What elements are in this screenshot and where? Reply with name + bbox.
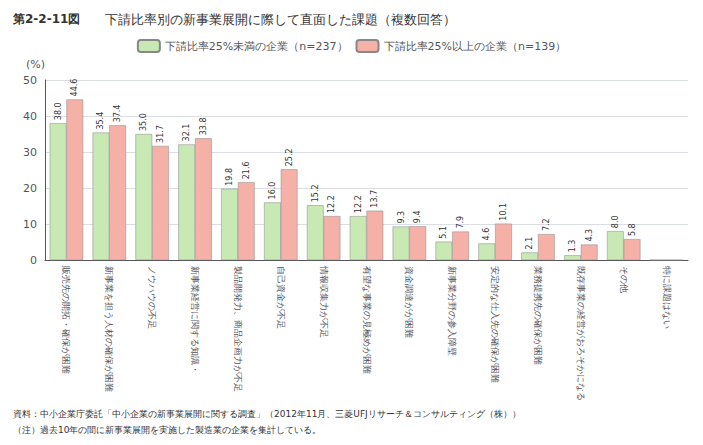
svg-text:その他: その他 <box>619 266 629 293</box>
svg-text:ノウハウの不足: ノウハウの不足 <box>147 266 157 329</box>
svg-text:19.8: 19.8 <box>225 168 234 186</box>
svg-text:32.1: 32.1 <box>182 124 191 142</box>
svg-text:33.8: 33.8 <box>199 118 208 136</box>
svg-text:35.0: 35.0 <box>139 113 148 131</box>
svg-text:新事業分野の参入障壁: 新事業分野の参入障壁 <box>447 266 457 356</box>
svg-text:9.4: 9.4 <box>413 210 422 223</box>
svg-text:第2-2-11図: 第2-2-11図 <box>12 12 80 26</box>
svg-text:37.4: 37.4 <box>113 105 122 123</box>
svg-text:資金調達がが困難: 資金調達がが困難 <box>404 266 414 338</box>
svg-text:13.7: 13.7 <box>370 190 379 208</box>
svg-text:新事業経営に関する知識・: 新事業経営に関する知識・ <box>190 266 200 374</box>
svg-text:(%): (%) <box>26 58 45 71</box>
svg-text:製品開発力、商品企画力が不足: 製品開発力、商品企画力が不足 <box>233 266 243 392</box>
svg-text:7.9: 7.9 <box>456 216 465 229</box>
svg-text:15.2: 15.2 <box>311 184 320 202</box>
svg-text:9.3: 9.3 <box>397 211 406 224</box>
svg-text:25.2: 25.2 <box>285 148 294 166</box>
svg-text:16.0: 16.0 <box>268 182 277 200</box>
svg-text:安定的な仕入先の確保が困難: 安定的な仕入先の確保が困難 <box>490 266 500 383</box>
svg-text:既存事業の経営がおろそかになる: 既存事業の経営がおろそかになる <box>576 266 586 401</box>
svg-text:自己資金が不足: 自己資金が不足 <box>276 266 286 329</box>
svg-text:下請比率25%未満の企業（n=237）: 下請比率25%未満の企業（n=237） <box>165 40 348 53</box>
svg-text:44.6: 44.6 <box>70 79 79 97</box>
svg-text:31.7: 31.7 <box>156 125 165 143</box>
svg-text:業務提携先の確保が困難: 業務提携先の確保が困難 <box>533 266 543 365</box>
svg-text:下請比率別の新事業展開に際して直面した課題（複数回答）: 下請比率別の新事業展開に際して直面した課題（複数回答） <box>105 12 456 27</box>
svg-text:21.6: 21.6 <box>242 161 251 179</box>
svg-text:販売先の開拓・確保が困難: 販売先の開拓・確保が困難 <box>61 266 71 374</box>
svg-text:30: 30 <box>23 146 37 159</box>
svg-text:5.1: 5.1 <box>439 226 448 239</box>
svg-text:情報収集力が不足: 情報収集力が不足 <box>319 265 329 338</box>
svg-text:新事業を担う人材の確保が困難: 新事業を担う人材の確保が困難 <box>104 266 114 392</box>
svg-text:4.6: 4.6 <box>482 228 491 241</box>
svg-text:12.2: 12.2 <box>327 195 336 213</box>
svg-text:12.2: 12.2 <box>354 195 363 213</box>
svg-text:20: 20 <box>23 182 37 195</box>
svg-text:5.8: 5.8 <box>628 223 637 236</box>
svg-text:2.1: 2.1 <box>525 237 534 250</box>
svg-text:10: 10 <box>23 218 37 231</box>
svg-text:資料：中小企業庁委託「中小企業の新事業展開に関する調査」（2: 資料：中小企業庁委託「中小企業の新事業展開に関する調査」（2012年11月、三菱… <box>13 409 521 419</box>
svg-text:7.2: 7.2 <box>542 218 551 231</box>
svg-text:50: 50 <box>23 74 37 87</box>
svg-text:10.1: 10.1 <box>499 203 508 221</box>
svg-text:特に課題はない: 特に課題はない <box>662 266 672 329</box>
svg-text:8.0: 8.0 <box>611 215 620 228</box>
svg-text:0: 0 <box>30 254 37 267</box>
svg-text:1.3: 1.3 <box>568 240 577 253</box>
svg-text:（注）過去10年の間に新事業展開を実施した製造業の企業を集計: （注）過去10年の間に新事業展開を実施した製造業の企業を集計している。 <box>13 425 321 435</box>
svg-text:40: 40 <box>23 110 37 123</box>
svg-text:下請比率25%以上の企業（n=139）: 下請比率25%以上の企業（n=139） <box>384 40 567 53</box>
svg-text:35.4: 35.4 <box>96 112 105 130</box>
svg-text:4.3: 4.3 <box>585 229 594 242</box>
svg-text:38.0: 38.0 <box>54 102 63 120</box>
svg-text:有望な事業の見極めが困難: 有望な事業の見極めが困難 <box>362 266 372 374</box>
